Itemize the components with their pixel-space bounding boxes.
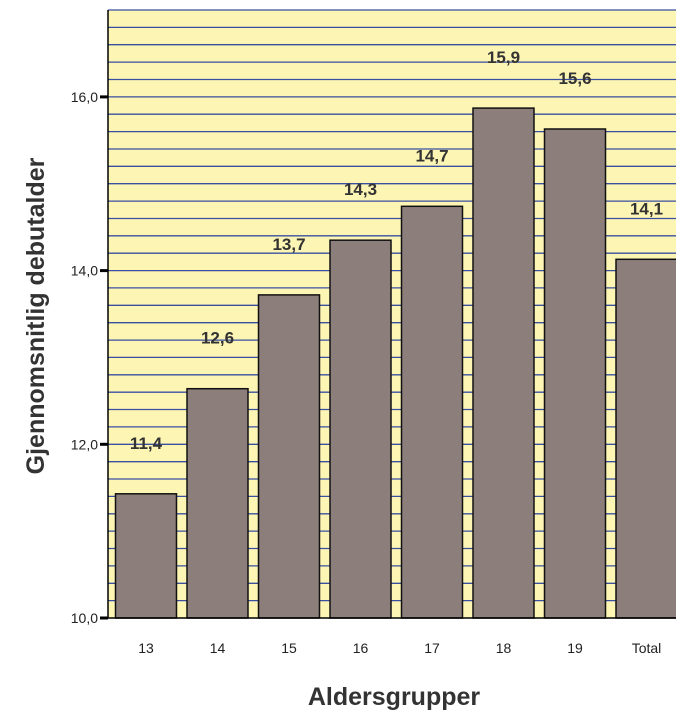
y-tick-label: 16,0 (71, 89, 98, 105)
x-tick-label: Total (632, 640, 662, 656)
y-tick-label: 10,0 (71, 610, 98, 626)
data-label: 15,6 (558, 69, 591, 88)
data-label: 14,3 (344, 180, 377, 199)
bar-16 (329, 239, 392, 619)
bar-19 (543, 128, 607, 619)
bar-17 (400, 205, 464, 619)
data-label: 14,7 (415, 146, 448, 165)
bar-total (615, 258, 676, 619)
x-axis-title: Aldersgrupper (308, 683, 481, 711)
data-label: 12,6 (201, 329, 234, 348)
bar-15 (257, 294, 321, 619)
x-tick-label: 19 (567, 640, 583, 656)
x-tick-label: 13 (138, 640, 154, 656)
y-axis-title: Gjennomsnitlig debutalder (22, 157, 50, 474)
y-tick-label: 12,0 (71, 436, 98, 452)
y-tick-label: 14,0 (71, 263, 98, 279)
x-tick-label: 14 (210, 640, 226, 656)
x-axis: 13 14 15 16 17 18 19 Total (108, 617, 676, 656)
data-label: 14,1 (630, 199, 663, 218)
data-label: 13,7 (272, 235, 305, 254)
bars (114, 107, 676, 619)
y-axis: 10,0 12,0 14,0 16,0 (71, 10, 109, 626)
bar-13 (114, 493, 178, 619)
data-label: 11,4 (130, 434, 163, 453)
x-tick-label: 15 (281, 640, 297, 656)
data-label: 15,9 (487, 48, 520, 67)
x-tick-label: 16 (353, 640, 369, 656)
x-tick-label: 18 (496, 640, 512, 656)
data-labels: 11,4 12,6 13,7 14,3 14,7 15,9 15,6 14,1 (130, 48, 663, 453)
x-tick-label: 17 (424, 640, 440, 656)
bar-14 (186, 387, 249, 619)
bar-18 (472, 107, 535, 619)
